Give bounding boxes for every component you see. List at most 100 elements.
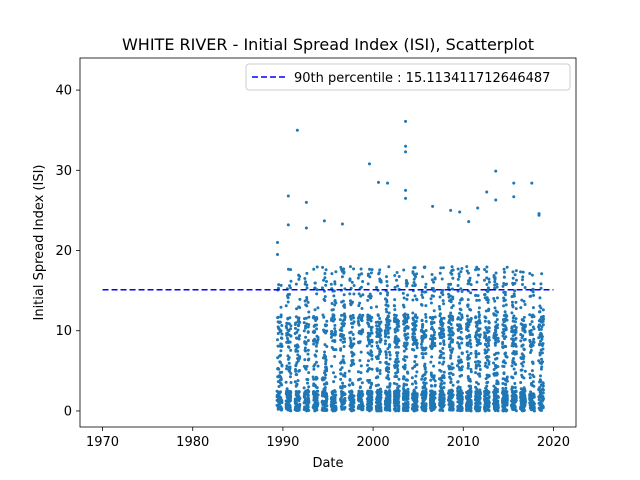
data-point [420,319,424,323]
data-point [289,372,293,376]
data-point [539,409,543,413]
data-point [298,368,302,372]
data-point [458,374,462,378]
data-point [478,367,482,371]
data-point [415,297,419,301]
data-point [285,387,289,391]
data-point [531,340,535,344]
data-point [513,385,517,389]
data-point [368,296,372,300]
data-point [514,328,518,332]
data-point [384,326,388,330]
data-point [441,335,445,339]
data-point [276,344,280,348]
data-point [387,362,391,366]
data-point [277,384,281,388]
data-point [433,396,437,400]
data-point [438,326,442,330]
data-point [394,399,398,403]
data-point [541,308,545,312]
data-point [474,371,478,375]
data-point [307,315,311,319]
data-point [455,364,459,368]
data-point [280,332,284,336]
data-point [485,373,489,377]
data-point [404,325,408,329]
data-point [475,280,479,284]
data-point [369,398,373,402]
data-point [403,389,407,393]
data-point [519,407,523,411]
data-point [323,404,327,408]
data-point [405,383,409,387]
data-point [457,345,461,349]
data-point [307,310,311,314]
data-point [529,397,533,401]
data-point [513,405,517,409]
data-point [358,386,362,390]
data-point [469,409,473,413]
data-point [478,374,482,378]
data-point [279,396,283,400]
data-point [384,356,388,360]
data-point [451,373,455,377]
data-point [378,360,382,364]
data-point [374,376,378,380]
data-point [514,326,518,330]
data-point [450,272,454,276]
data-point [350,280,354,284]
data-point [366,334,370,338]
data-point [375,305,379,309]
data-point [339,338,343,342]
data-point [316,306,320,310]
data-point [519,396,523,400]
data-point [321,376,325,380]
data-point [413,294,417,298]
data-point [429,378,433,382]
data-point [412,266,416,270]
data-point [368,386,372,390]
data-point [505,318,509,322]
data-point [468,276,472,280]
data-point [305,296,309,299]
data-point [331,347,335,351]
data-point [384,399,388,402]
data-point [406,313,410,317]
data-point [469,283,473,287]
data-point [303,277,307,281]
data-point [342,344,346,348]
data-point [284,304,288,308]
data-point [486,341,490,345]
data-point [315,342,319,346]
data-point [438,389,442,393]
data-point [365,363,369,367]
data-point [375,341,379,345]
data-point [538,395,542,399]
data-point [505,379,509,383]
data-point [494,320,498,324]
data-point [366,359,370,363]
data-point [493,395,497,399]
data-point [438,342,442,346]
data-point [456,328,460,331]
data-point [513,289,517,293]
data-point [495,285,499,289]
data-point [413,320,417,324]
data-point [296,357,300,361]
data-point [358,399,362,403]
data-point [297,273,301,277]
data-point [385,310,389,314]
data-point [442,316,446,320]
data-point [305,403,309,407]
data-point [459,308,463,312]
y-axis-ticks: 0 10 20 30 40 [55,84,80,419]
data-point [496,351,500,355]
data-point [538,304,542,308]
data-point [541,388,545,392]
data-point [469,291,473,295]
x-tick-label: 1970 [86,435,119,450]
x-axis-label: Date [312,456,343,471]
data-point [421,374,425,378]
data-point [316,403,320,407]
data-point [529,381,533,385]
